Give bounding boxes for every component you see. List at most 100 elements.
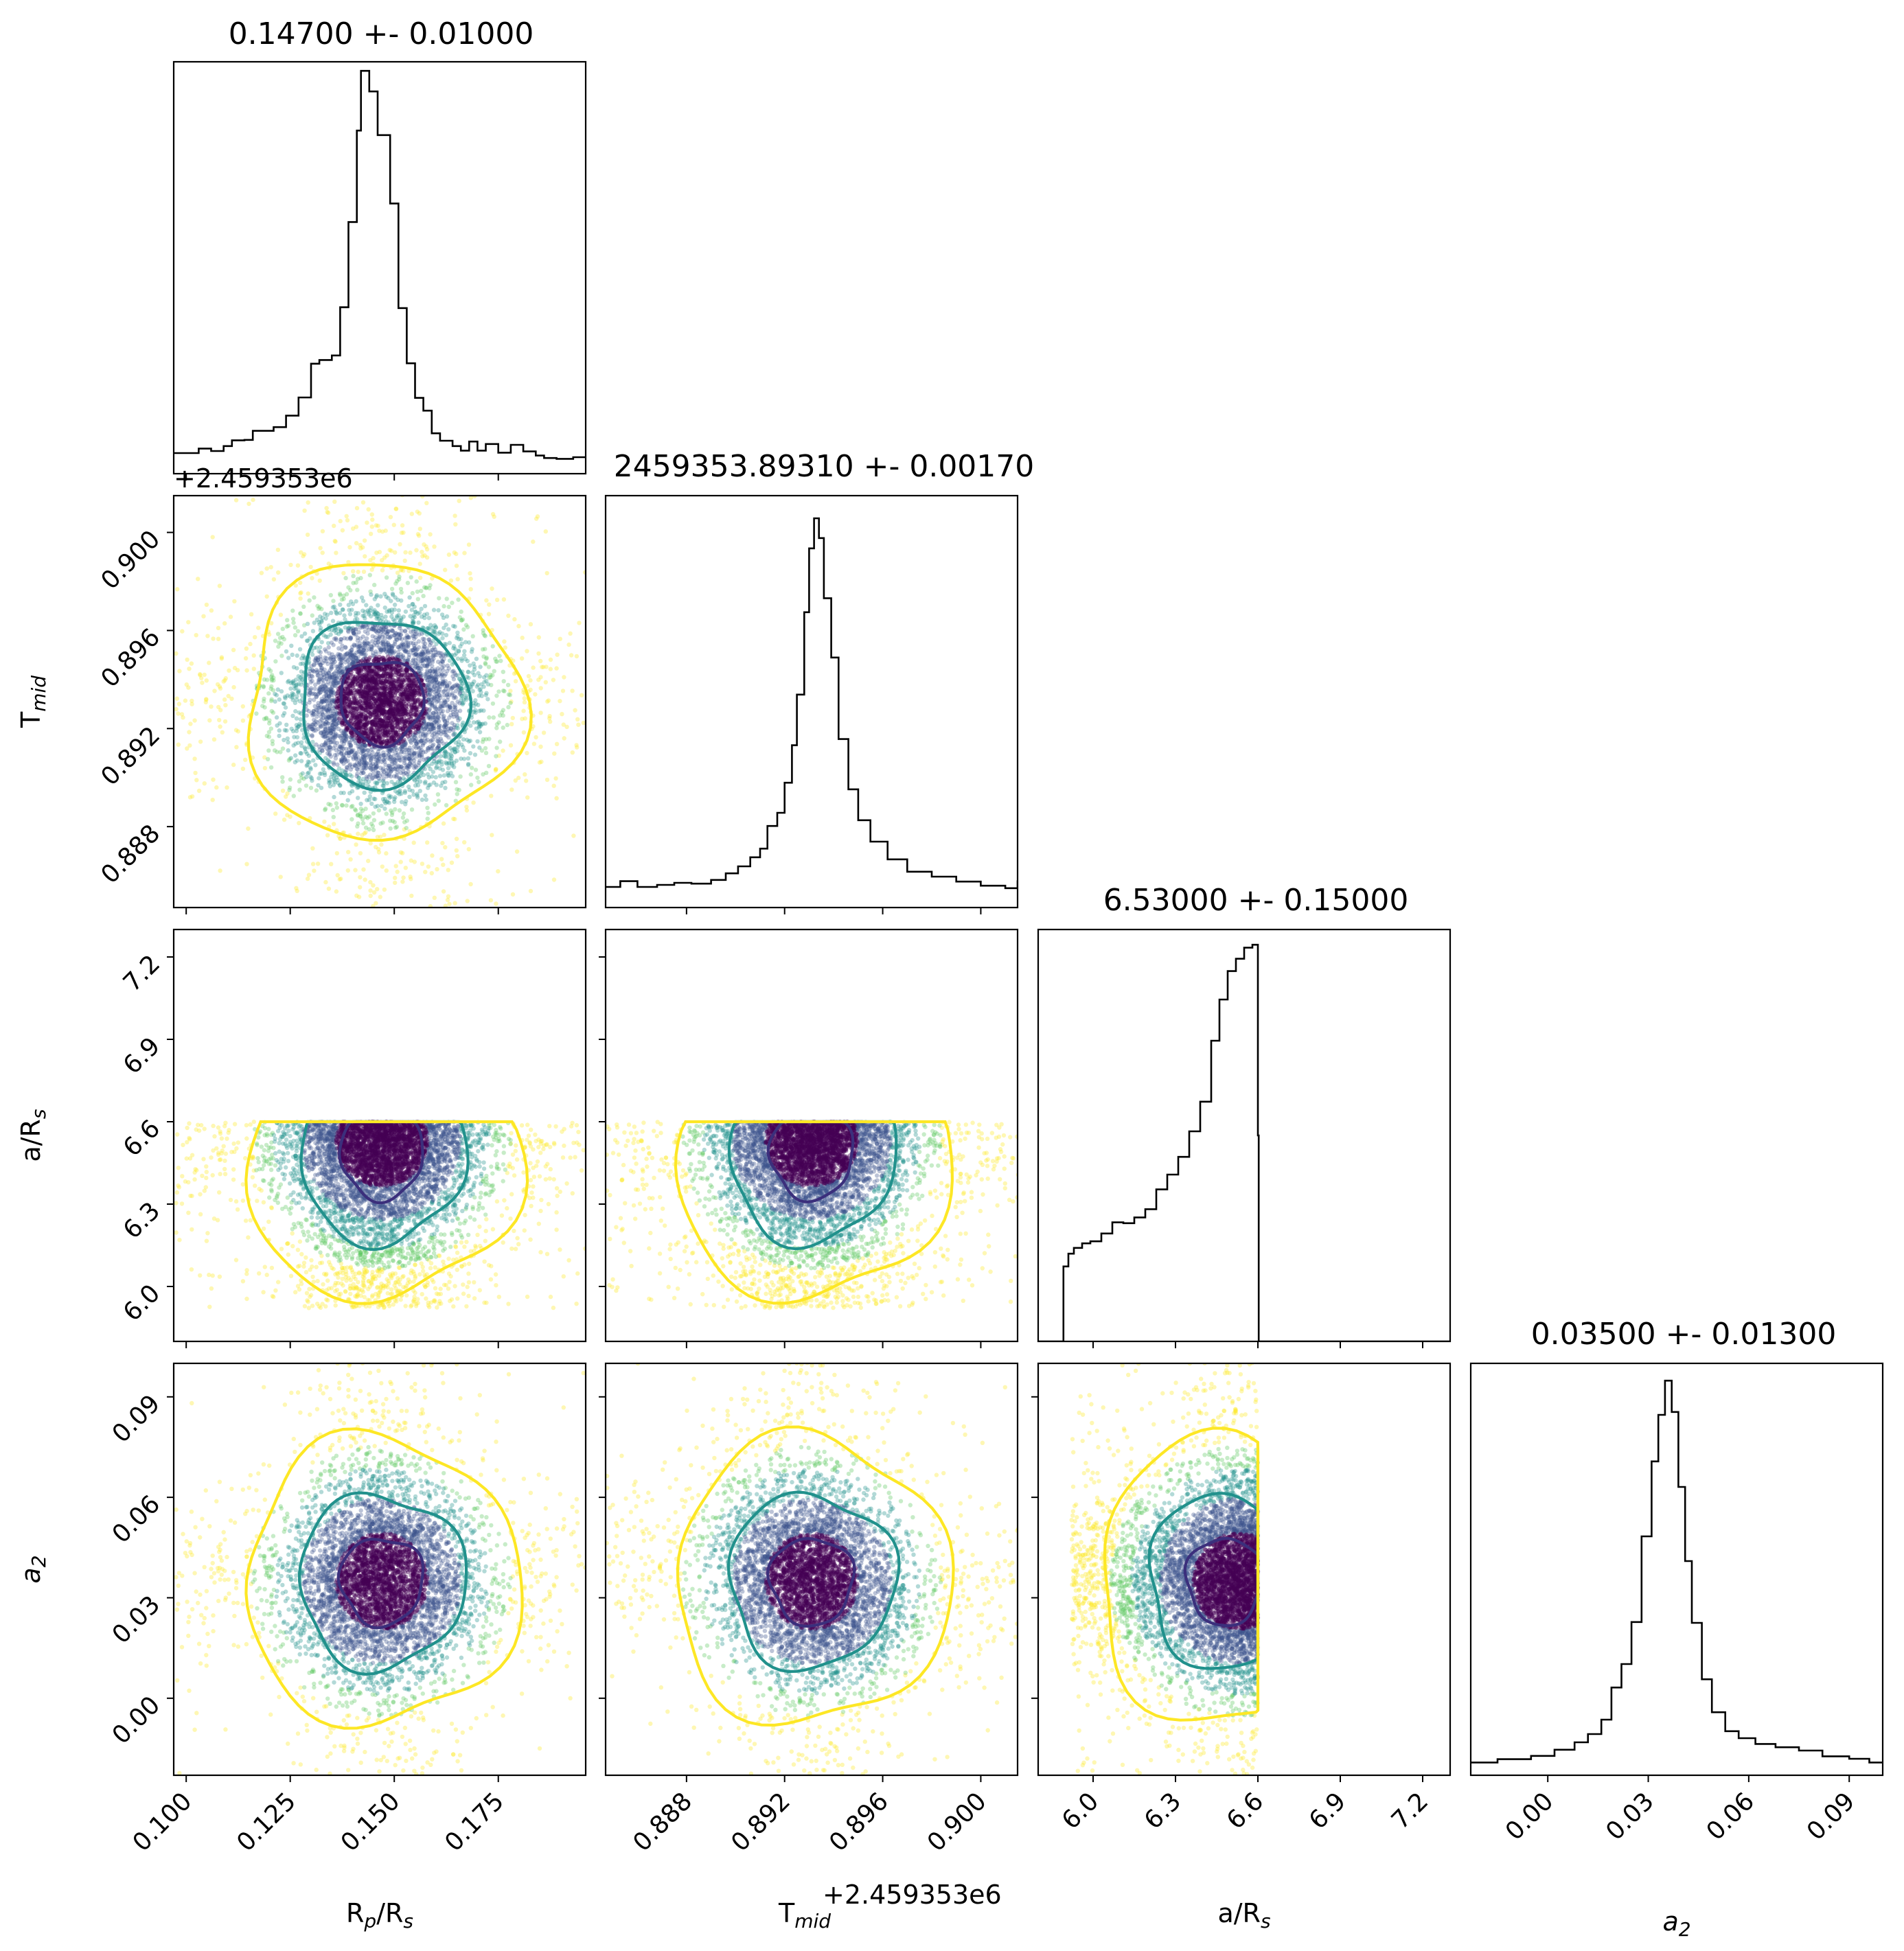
- scatter-point: [479, 693, 484, 698]
- scatter-point: [490, 701, 496, 706]
- scatter-point: [426, 627, 432, 632]
- scatter-point: [547, 716, 552, 721]
- scatter-point: [354, 580, 358, 585]
- scatter-point: [226, 693, 231, 699]
- scatter-point: [398, 770, 403, 775]
- scatter-point: [564, 724, 569, 730]
- scatter-point: [389, 774, 393, 779]
- scatter-point: [413, 609, 418, 614]
- scatter-point: [552, 751, 557, 756]
- scatter-point: [267, 721, 272, 726]
- scatter-point: [374, 627, 378, 632]
- scatter-point: [489, 682, 494, 688]
- scatter-point: [415, 780, 420, 785]
- scatter-point: [465, 625, 470, 630]
- scatter-point: [535, 514, 540, 519]
- scatter-point: [402, 827, 406, 832]
- scatter-point: [523, 716, 527, 721]
- scatter-point: [446, 735, 451, 740]
- scatter-point: [456, 718, 461, 723]
- scatter-point: [356, 779, 361, 785]
- scatter-point: [446, 752, 451, 757]
- scatter-point: [322, 819, 327, 824]
- scatter-point: [400, 879, 405, 884]
- scatter-point: [291, 743, 296, 748]
- scatter-point: [411, 621, 416, 626]
- scatter-point: [457, 687, 461, 692]
- scatter-point: [472, 752, 478, 757]
- scatter-point: [479, 690, 483, 695]
- scatter-point: [340, 607, 345, 612]
- scatter-point: [434, 761, 439, 766]
- scatter-point: [426, 783, 431, 788]
- scatter-point: [435, 745, 440, 750]
- scatter-point: [262, 677, 267, 682]
- scatter-point: [481, 675, 487, 680]
- scatter-point: [269, 678, 275, 683]
- scatter-point: [395, 614, 400, 619]
- scatter-point: [293, 708, 298, 714]
- scatter-point: [394, 774, 399, 779]
- scatter-point: [566, 642, 571, 647]
- scatter-point: [308, 676, 312, 682]
- scatter-point: [479, 682, 484, 687]
- scatter-point: [360, 500, 366, 505]
- scatter-point: [371, 772, 376, 777]
- scatter-point: [439, 655, 444, 660]
- scatter-point: [350, 803, 355, 809]
- scatter-point: [431, 608, 437, 612]
- scatter-point: [367, 774, 371, 779]
- scatter-point: [420, 636, 425, 641]
- scatter-point: [327, 778, 332, 783]
- scatter-point: [463, 697, 469, 702]
- scatter-point: [264, 716, 268, 721]
- scatter-point: [360, 770, 365, 775]
- scatter-point: [426, 625, 431, 631]
- scatter-point: [346, 559, 351, 565]
- scatter-point: [161, 721, 165, 726]
- scatter-point: [408, 874, 413, 879]
- scatter-point: [378, 774, 382, 778]
- scatter-point: [294, 697, 299, 702]
- scatter-point: [349, 783, 354, 788]
- scatter-point: [313, 658, 318, 663]
- scatter-point: [417, 632, 422, 637]
- scatter-point: [459, 686, 464, 691]
- scatter-point: [440, 767, 446, 772]
- scatter-point: [297, 787, 302, 792]
- scatter-point: [293, 633, 298, 638]
- scatter-point: [329, 640, 334, 645]
- scatter-point: [431, 759, 437, 764]
- scatter-point: [321, 745, 325, 750]
- scatter-point: [426, 811, 431, 816]
- scatter-point: [323, 772, 328, 778]
- scatter-point: [374, 901, 378, 905]
- scatter-point: [392, 607, 397, 612]
- scatter-point: [595, 664, 599, 668]
- scatter-point: [446, 552, 452, 557]
- scatter-point: [461, 700, 466, 706]
- scatter-point: [350, 628, 356, 634]
- scatter-point: [310, 667, 315, 673]
- scatter-point: [458, 644, 463, 649]
- scatter-point: [375, 835, 380, 840]
- scatter-point: [409, 608, 414, 612]
- scatter-point: [343, 625, 348, 630]
- scatter-point: [246, 501, 251, 507]
- scatter-point: [402, 628, 408, 633]
- scatter-point: [377, 529, 382, 533]
- scatter-point: [244, 646, 249, 651]
- scatter-point: [333, 636, 339, 641]
- scatter-point: [264, 715, 269, 720]
- scatter-point: [483, 660, 488, 666]
- scatter-point: [282, 737, 286, 743]
- scatter-point: [381, 776, 386, 781]
- scatter-point: [339, 790, 343, 796]
- scatter-point: [371, 627, 376, 632]
- scatter-point: [371, 827, 376, 833]
- scatter-point: [295, 653, 299, 658]
- scatter-point: [295, 666, 299, 671]
- scatter-point: [303, 746, 308, 752]
- scatter-point: [525, 683, 530, 689]
- scatter-point: [346, 850, 351, 855]
